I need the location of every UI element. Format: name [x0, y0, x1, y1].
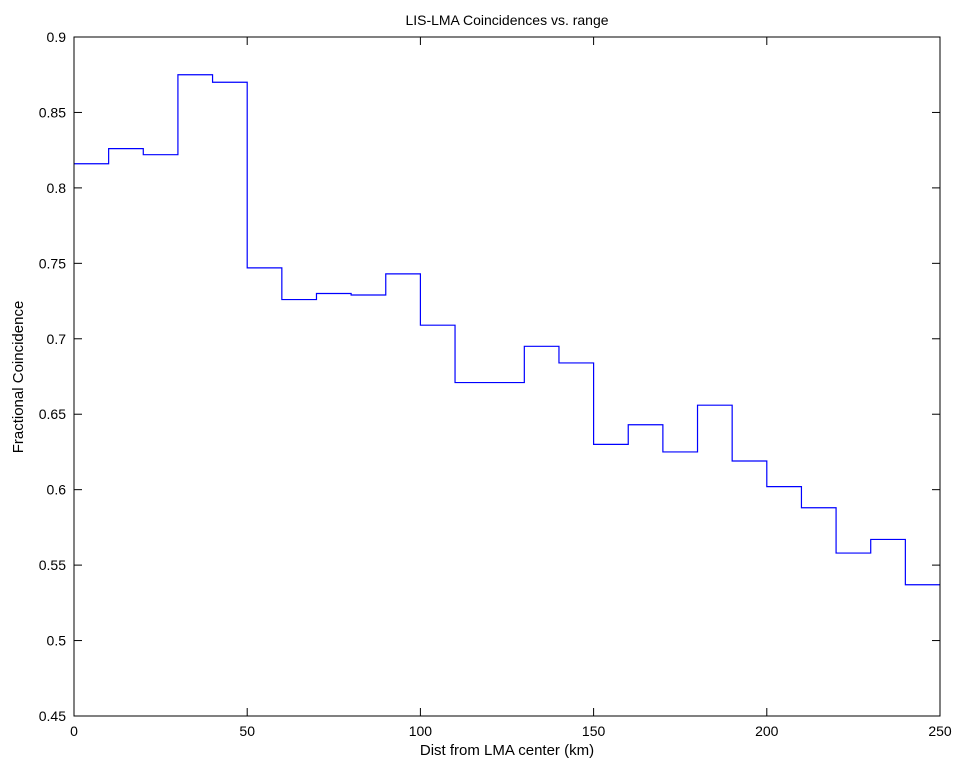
y-tick-label: 0.55 — [39, 557, 66, 573]
y-tick-label: 0.6 — [47, 482, 67, 498]
chart-title: LIS-LMA Coincidences vs. range — [405, 12, 608, 28]
x-tick-label: 250 — [928, 723, 952, 739]
y-tick-label: 0.5 — [47, 633, 67, 649]
y-tick-label: 0.45 — [39, 708, 66, 724]
y-axis-label: Fractional Coincidence — [10, 301, 27, 454]
series-layer — [74, 74, 940, 586]
x-tick-label: 150 — [582, 723, 606, 739]
y-axis-ticks: 0.45 0.5 0.55 0.6 0.65 0.7 0.75 0.8 0.85 0.9 — [39, 29, 940, 724]
y-tick-label: 0.85 — [39, 104, 66, 120]
series-line — [74, 74, 940, 586]
x-axis-ticks: 0 50 100 150 200 250 — [70, 37, 952, 739]
y-tick-label: 0.8 — [47, 180, 67, 196]
plot-frame — [73, 36, 941, 717]
x-tick-label: 50 — [239, 723, 255, 739]
x-axis-label: Dist from LMA center (km) — [420, 742, 594, 759]
y-tick-label: 0.65 — [39, 406, 66, 422]
y-tick-label: 0.7 — [47, 331, 67, 347]
x-tick-label: 0 — [70, 723, 78, 739]
y-tick-label: 0.75 — [39, 255, 66, 271]
x-tick-label: 100 — [409, 723, 433, 739]
y-tick-label: 0.9 — [47, 29, 67, 45]
x-tick-label: 200 — [755, 723, 779, 739]
